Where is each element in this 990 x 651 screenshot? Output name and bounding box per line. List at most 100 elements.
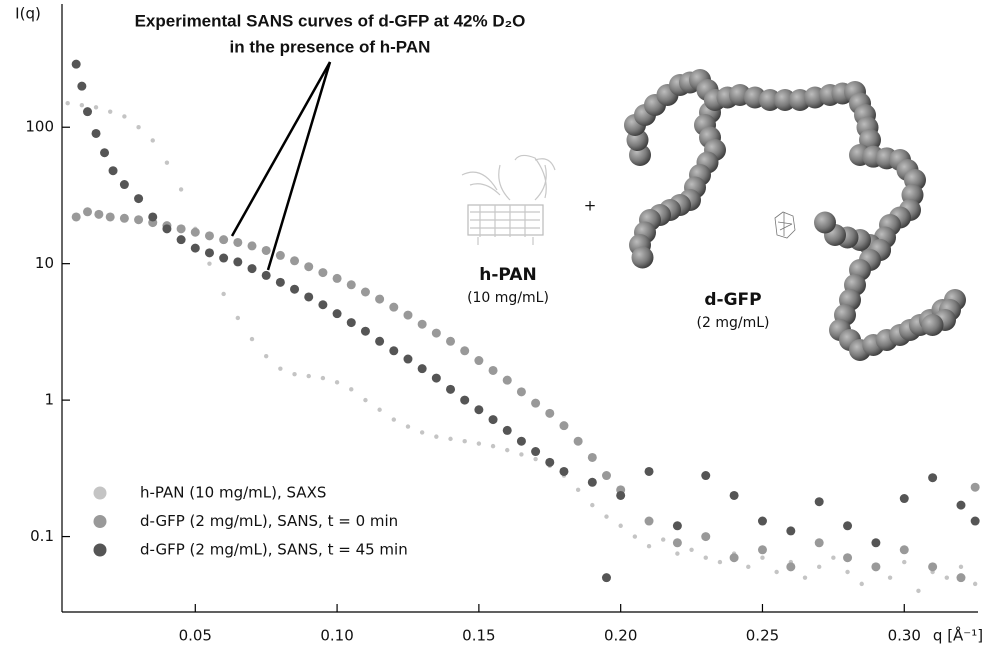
data-point xyxy=(134,215,144,225)
data-point xyxy=(77,81,87,91)
data-point xyxy=(814,497,824,507)
data-point xyxy=(233,257,243,267)
data-point xyxy=(970,516,980,526)
data-point xyxy=(434,434,439,439)
data-point xyxy=(332,273,342,283)
inset-label: h-PAN xyxy=(479,265,536,285)
data-point xyxy=(843,553,853,563)
data-point xyxy=(502,425,512,435)
data-point xyxy=(134,194,144,204)
inset-label: (2 mg/mL) xyxy=(697,315,770,331)
data-point xyxy=(616,490,626,500)
data-point xyxy=(346,318,356,328)
x-tick-label: 0.10 xyxy=(320,627,353,645)
residue-ball xyxy=(814,211,836,234)
x-tick-label: 0.05 xyxy=(179,627,212,645)
data-point xyxy=(871,562,881,572)
y-tick-label: 1 xyxy=(44,391,54,409)
data-point xyxy=(150,138,155,143)
data-point xyxy=(446,384,456,394)
data-point xyxy=(405,424,411,429)
data-point xyxy=(363,397,368,403)
data-point xyxy=(221,291,226,297)
data-point xyxy=(320,375,326,381)
data-point xyxy=(814,538,824,548)
data-point xyxy=(956,573,966,583)
legend-marker xyxy=(93,486,107,500)
data-point xyxy=(587,452,597,462)
data-point xyxy=(403,310,413,320)
data-point xyxy=(304,262,314,272)
data-point xyxy=(178,187,184,192)
data-point xyxy=(587,477,597,487)
data-point xyxy=(575,487,581,493)
data-point xyxy=(774,569,779,575)
data-point xyxy=(71,212,81,222)
data-point xyxy=(601,471,611,481)
data-point xyxy=(505,447,510,453)
data-point xyxy=(261,245,271,255)
data-point xyxy=(176,235,186,245)
data-point xyxy=(235,315,241,321)
data-point xyxy=(360,326,370,336)
annotation: in the presence of h-PAN xyxy=(230,37,431,56)
data-point xyxy=(786,562,796,572)
data-point xyxy=(545,457,555,467)
data-point xyxy=(204,248,214,258)
data-point xyxy=(845,569,850,575)
data-point xyxy=(176,224,186,234)
data-point xyxy=(672,521,682,531)
data-point xyxy=(391,417,397,422)
residue-ball xyxy=(631,246,654,269)
data-point xyxy=(108,166,118,176)
data-point xyxy=(389,302,399,312)
x-tick-label: 0.20 xyxy=(604,627,637,645)
data-point xyxy=(474,405,484,415)
data-point xyxy=(290,256,300,266)
data-point xyxy=(476,441,482,446)
inset-illustration xyxy=(461,69,966,361)
data-point xyxy=(100,148,110,158)
data-point xyxy=(419,430,425,435)
data-point xyxy=(871,538,881,548)
data-point xyxy=(802,575,808,580)
data-point xyxy=(618,523,623,528)
data-point xyxy=(644,466,654,476)
annotation: Experimental SANS curves of d-GFP at 42%… xyxy=(135,11,526,30)
data-point xyxy=(474,356,484,366)
data-point xyxy=(233,237,243,247)
data-point xyxy=(970,482,980,492)
data-point xyxy=(559,421,569,431)
data-point xyxy=(79,103,85,108)
data-point xyxy=(304,292,314,302)
data-point xyxy=(786,526,796,536)
data-point xyxy=(460,395,470,405)
data-point xyxy=(757,516,767,526)
data-point xyxy=(278,366,283,371)
data-point xyxy=(531,447,541,457)
data-point xyxy=(190,243,200,253)
data-point xyxy=(902,559,907,565)
data-point xyxy=(816,564,822,570)
data-point xyxy=(729,490,739,500)
data-point xyxy=(346,280,356,290)
legend-marker xyxy=(93,543,107,557)
data-point xyxy=(275,277,285,287)
data-point xyxy=(306,373,311,379)
data-point xyxy=(446,336,456,346)
data-point xyxy=(928,473,938,483)
x-tick-label: 0.25 xyxy=(746,627,779,645)
data-point xyxy=(899,545,909,555)
data-point xyxy=(377,407,382,412)
data-point xyxy=(204,231,214,241)
data-point xyxy=(334,380,340,385)
data-point xyxy=(887,575,893,580)
x-tick-label: 0.15 xyxy=(462,627,495,645)
data-point xyxy=(389,346,399,356)
data-point xyxy=(83,207,93,217)
data-point xyxy=(760,555,765,560)
d-gfp-structure xyxy=(624,69,966,361)
annotation-arrow xyxy=(230,61,332,271)
data-point xyxy=(646,543,652,549)
data-point xyxy=(247,241,257,251)
